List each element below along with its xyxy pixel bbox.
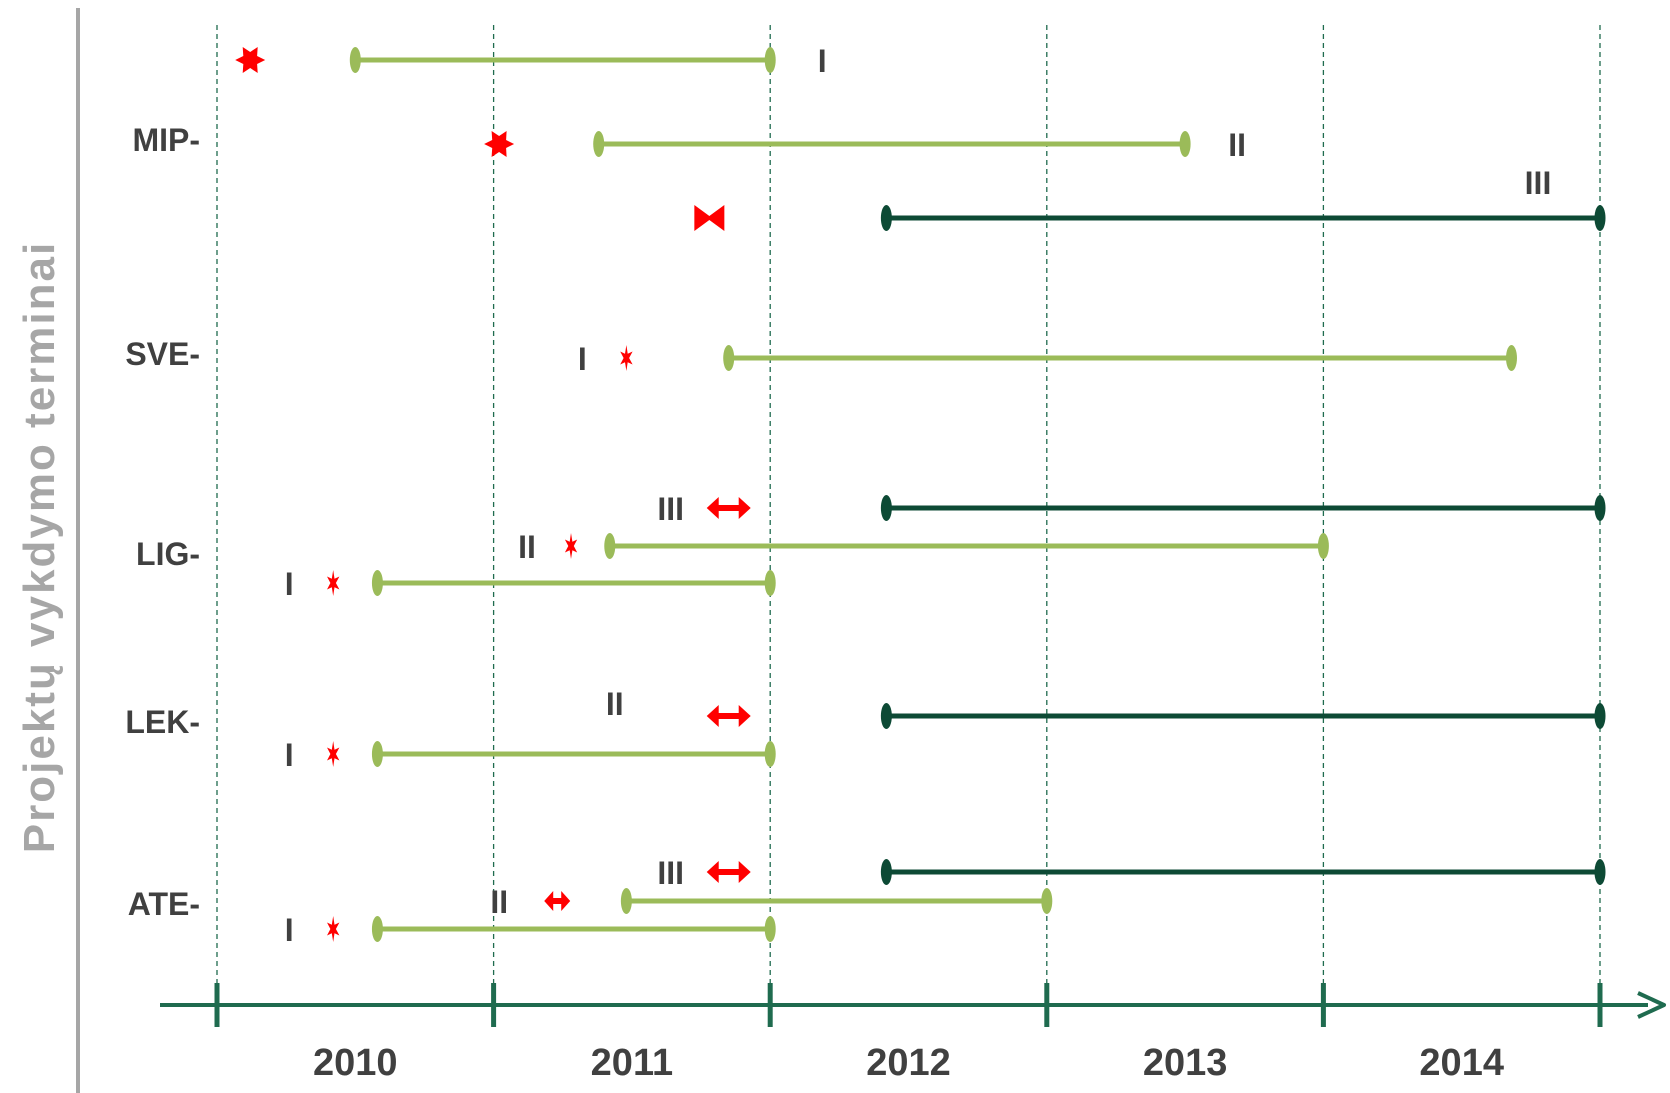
y-axis-rule <box>76 8 80 1093</box>
bar-mip-iii-start-cap <box>880 205 892 231</box>
bar-ate-ii-phase-label: II <box>490 884 508 920</box>
bar-mip-ii-phase-label: II <box>1228 127 1246 163</box>
bar-ate-ii-marker <box>544 891 571 911</box>
x-axis-arrow <box>1637 991 1666 1019</box>
bar-sve-i-phase-label: I <box>578 341 587 377</box>
bar-mip-iii-phase-label: III <box>1525 165 1552 201</box>
bar-lek-i-end-cap <box>764 741 776 767</box>
bar-mip-i-phase-label: I <box>818 43 827 79</box>
bar-lek-ii-start-cap <box>880 703 892 729</box>
bar-lig-iii-phase-label: III <box>657 491 684 527</box>
category-label-lig: LIG- <box>136 536 200 572</box>
bar-ate-i-end-cap <box>764 916 776 942</box>
bar-lig-i-phase-label: I <box>285 566 294 602</box>
bar-lig-i-marker <box>327 570 340 596</box>
bar-ate-iii-marker <box>706 861 751 883</box>
category-label-ate: ATE- <box>128 886 200 922</box>
bar-lek-ii-phase-label: II <box>606 686 624 722</box>
x-tick-label-2014: 2014 <box>1419 1042 1504 1084</box>
bar-ate-iii-phase-label: III <box>657 855 684 891</box>
bar-mip-iii-marker <box>694 205 725 231</box>
bar-lig-ii-end-cap <box>1317 533 1329 559</box>
bar-mip-i-marker <box>235 47 266 73</box>
bar-lig-i-start-cap <box>371 570 383 596</box>
category-label-mip: MIP- <box>132 122 200 158</box>
bar-ate-i-start-cap <box>371 916 383 942</box>
bar-mip-i-end-cap <box>764 47 776 73</box>
bar-ate-iii-start-cap <box>880 859 892 885</box>
bar-sve-i-marker <box>620 345 633 371</box>
x-tick-label-2010: 2010 <box>313 1042 398 1084</box>
bar-ate-ii-start-cap <box>620 888 632 914</box>
bar-mip-ii-end-cap <box>1179 131 1191 157</box>
bar-ate-iii-end-cap <box>1594 859 1606 885</box>
bar-mip-i-start-cap <box>349 47 361 73</box>
bar-ate-i-phase-label: I <box>285 912 294 948</box>
bar-lek-ii-end-cap <box>1594 703 1606 729</box>
bar-ate-ii-end-cap <box>1041 888 1053 914</box>
bar-lig-ii-phase-label: II <box>518 529 536 565</box>
bar-lig-ii-start-cap <box>604 533 616 559</box>
bar-mip-iii-end-cap <box>1594 205 1606 231</box>
x-tick-label-2012: 2012 <box>866 1042 951 1084</box>
bar-lig-iii-end-cap <box>1594 495 1606 521</box>
bar-lek-i-marker <box>327 741 340 767</box>
bar-lek-ii-marker <box>706 705 751 727</box>
bar-lek-i-start-cap <box>371 741 383 767</box>
category-label-sve: SVE- <box>125 336 200 372</box>
x-tick-label-2011: 2011 <box>591 1042 673 1084</box>
category-label-lek: LEK- <box>125 704 200 740</box>
bar-sve-i-start-cap <box>723 345 735 371</box>
bar-lek-i-phase-label: I <box>285 737 294 773</box>
bar-mip-ii-start-cap <box>593 131 605 157</box>
bar-lig-iii-marker <box>706 497 751 519</box>
bar-sve-i-end-cap <box>1505 345 1517 371</box>
bar-lig-iii-start-cap <box>880 495 892 521</box>
bar-ate-i-marker <box>327 916 340 942</box>
bar-lig-i-end-cap <box>764 570 776 596</box>
bar-mip-ii-marker <box>484 131 515 157</box>
x-tick-label-2013: 2013 <box>1143 1042 1228 1084</box>
bar-lig-ii-marker <box>564 533 578 559</box>
